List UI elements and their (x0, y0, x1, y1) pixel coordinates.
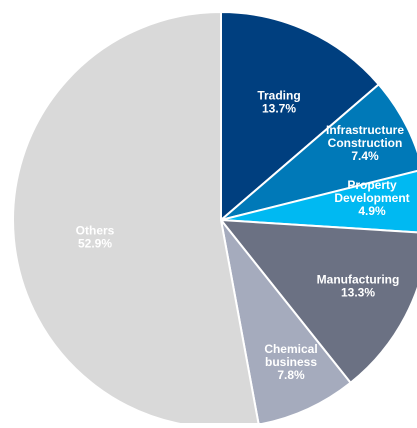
pie-slice-category-label: business (265, 355, 317, 369)
pie-slice-label-0: Trading 13.7% (257, 89, 300, 116)
pie-slice-label-4: Chemical business 7.8% (264, 342, 317, 382)
pie-slice-category-label: Construction (328, 136, 403, 150)
pie-labels: Trading 13.7%Infrastructure Construction 7.… (76, 89, 410, 383)
pie-slice-category-label: Trading (257, 89, 300, 103)
pie-slice-category-label: Chemical (264, 342, 317, 356)
pie-slice-category-label: Others (76, 224, 115, 238)
pie-slice-label-5: Others 52.9% (76, 224, 115, 251)
pie-slice-0 (220, 11, 380, 221)
pie-slice-3 (220, 219, 417, 384)
pie-slice-value-label: 13.3% (341, 286, 375, 300)
pie-slice-value-label: 13.7% (262, 102, 296, 116)
pie-slice-category-label: Property (347, 178, 397, 192)
pie-slice-category-label: Manufacturing (317, 273, 400, 287)
pie-slice-value-label: 52.9% (78, 237, 112, 251)
pie-slice-2 (220, 169, 417, 234)
pie-slice-category-label: Infrastructure (326, 123, 404, 137)
pie-slice-value-label: 7.4% (351, 149, 379, 163)
pie-slice-value-label: 4.9% (358, 204, 386, 218)
pie-slice-label-2: Property Development 4.9% (334, 178, 409, 218)
pie-slice-1 (220, 83, 417, 221)
pie-slice-5 (12, 11, 260, 428)
pie-slice-value-label: 7.8% (277, 368, 305, 382)
pie-slices (12, 11, 417, 428)
pie-slice-label-3: Manufacturing 13.3% (317, 273, 400, 300)
pie-slice-label-1: Infrastructure Construction 7.4% (326, 123, 404, 163)
pie-slice-category-label: Development (334, 191, 409, 205)
